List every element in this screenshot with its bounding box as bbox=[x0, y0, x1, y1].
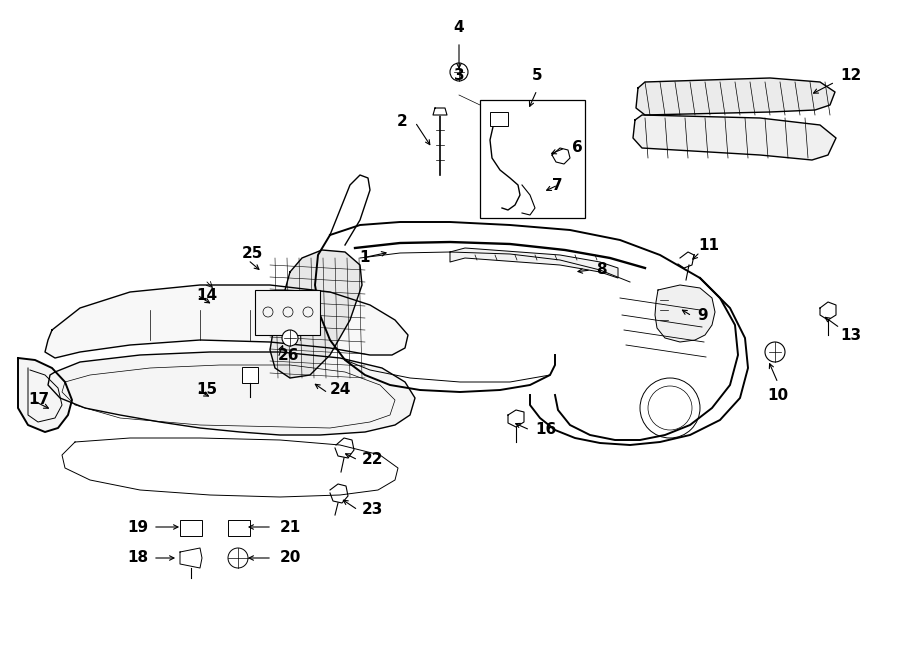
Polygon shape bbox=[48, 352, 415, 435]
Text: 19: 19 bbox=[127, 520, 148, 535]
Text: 11: 11 bbox=[698, 237, 719, 253]
Text: 16: 16 bbox=[535, 422, 556, 438]
Circle shape bbox=[282, 330, 298, 346]
Polygon shape bbox=[433, 108, 447, 115]
Text: 7: 7 bbox=[553, 178, 563, 192]
Text: 22: 22 bbox=[362, 453, 383, 467]
Bar bbox=[228, 520, 250, 536]
Text: 14: 14 bbox=[196, 288, 217, 303]
Text: 17: 17 bbox=[28, 393, 50, 407]
Text: 23: 23 bbox=[362, 502, 383, 518]
Text: 9: 9 bbox=[697, 309, 707, 323]
Text: 24: 24 bbox=[330, 383, 351, 397]
Text: 15: 15 bbox=[196, 383, 217, 397]
Text: 2: 2 bbox=[397, 114, 408, 130]
Polygon shape bbox=[636, 78, 835, 115]
Circle shape bbox=[228, 548, 248, 568]
Bar bbox=[255, 290, 320, 335]
Text: 13: 13 bbox=[840, 327, 861, 342]
Polygon shape bbox=[270, 250, 362, 378]
Circle shape bbox=[450, 63, 468, 81]
Text: 1: 1 bbox=[359, 251, 370, 266]
Text: 4: 4 bbox=[454, 20, 464, 36]
Circle shape bbox=[765, 342, 785, 362]
Polygon shape bbox=[633, 115, 836, 160]
Bar bbox=[490, 112, 508, 126]
Polygon shape bbox=[450, 248, 618, 278]
Polygon shape bbox=[655, 285, 715, 342]
Bar bbox=[480, 100, 585, 218]
Bar bbox=[242, 367, 258, 383]
Text: 3: 3 bbox=[454, 67, 464, 83]
Text: 25: 25 bbox=[242, 245, 264, 260]
Polygon shape bbox=[45, 285, 408, 358]
Text: 6: 6 bbox=[572, 141, 583, 155]
Text: 26: 26 bbox=[278, 348, 300, 362]
Bar bbox=[180, 520, 202, 536]
Text: 18: 18 bbox=[127, 551, 148, 566]
Text: 10: 10 bbox=[768, 388, 788, 403]
Polygon shape bbox=[18, 358, 72, 432]
Text: 21: 21 bbox=[280, 520, 302, 535]
Text: 20: 20 bbox=[280, 551, 302, 566]
Text: 8: 8 bbox=[596, 262, 607, 278]
Text: 5: 5 bbox=[532, 67, 543, 83]
Text: 12: 12 bbox=[840, 67, 861, 83]
